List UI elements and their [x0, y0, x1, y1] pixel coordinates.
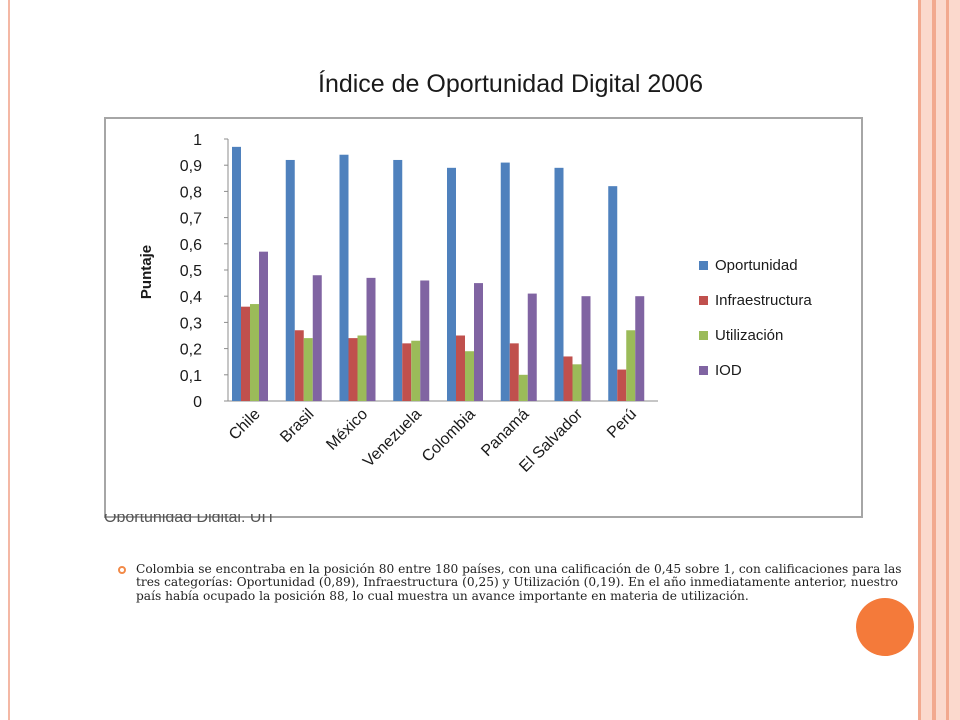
slide-right-frame [918, 0, 960, 720]
chart-title: Índice de Oportunidad Digital 2006 [318, 70, 703, 98]
y-tick-label: 0,1 [180, 368, 202, 385]
legend-label: Oportunidad [715, 257, 798, 274]
bullet-icon [118, 566, 126, 574]
x-category-label: Panamá [478, 406, 532, 460]
body-paragraph: Colombia se encontraba en la posición 80… [136, 562, 902, 603]
chart-container: 0 0,1 0,2 0,3 0,4 0,5 0,6 0,7 0,8 0,9 1 Puntaje Chil… [104, 117, 863, 518]
bar-infraestructura [348, 338, 358, 401]
x-category-label: Perú [604, 406, 640, 442]
legend-label: Infraestructura [715, 292, 812, 309]
bar-iod [527, 293, 537, 401]
legend-label: IOD [715, 362, 742, 379]
x-category-label: Colombia [419, 406, 479, 466]
bar-infraestructura [563, 356, 573, 401]
legend-swatch [699, 331, 708, 340]
bar-iod [474, 283, 483, 401]
y-tick-label: 0,9 [180, 158, 202, 175]
frame-stripe [946, 0, 949, 720]
bar-oportunidad [447, 167, 456, 401]
bar-iod [312, 275, 322, 401]
x-category-label: Chile [226, 406, 264, 444]
bar-chart: 0 0,1 0,2 0,3 0,4 0,5 0,6 0,7 0,8 0,9 1 Puntaje Chil… [138, 132, 812, 476]
bar-utilización [250, 304, 259, 401]
y-tick-label: 0,5 [180, 263, 202, 280]
bar-oportunidad [608, 186, 618, 401]
bar-oportunidad [285, 159, 295, 401]
legend-swatch [699, 296, 708, 305]
bar-oportunidad [393, 159, 403, 401]
bar-utilización [357, 335, 367, 401]
y-tick-label: 0,6 [180, 237, 202, 254]
bar-infraestructura [294, 330, 304, 401]
x-category-label: Brasil [277, 406, 317, 446]
x-category-label: Venezuela [360, 406, 425, 471]
bar-iod [259, 251, 268, 401]
bar-oportunidad [554, 167, 564, 401]
bar-infraestructura [456, 335, 465, 401]
bar-utilización [626, 330, 636, 401]
y-tick-label: 0,7 [180, 211, 202, 228]
y-tick-label: 0,8 [180, 184, 202, 201]
decorative-circle [856, 598, 914, 656]
y-tick-label: 1 [193, 132, 202, 149]
x-category-label: México [323, 406, 371, 454]
bar-utilización [411, 340, 421, 401]
bar-infraestructura [509, 343, 519, 401]
bar-oportunidad [232, 146, 241, 401]
bar-iod [366, 277, 376, 401]
frame-stripe [932, 0, 936, 720]
bar-utilización [518, 374, 528, 401]
chart-source-caption: Oportunidad Digital, UIT [104, 514, 276, 522]
bar-infraestructura [402, 343, 412, 401]
bar-oportunidad [339, 154, 349, 401]
bar-infraestructura [241, 306, 250, 401]
bar-oportunidad [500, 162, 510, 401]
bar-iod [635, 296, 645, 401]
legend-swatch [699, 261, 708, 270]
bar-utilización [572, 364, 582, 401]
bar-iod [581, 296, 591, 401]
frame-stripe [918, 0, 921, 720]
y-tick-label: 0 [193, 394, 202, 411]
slide-left-border [8, 0, 10, 720]
y-tick-label: 0,4 [180, 289, 202, 306]
legend-label: Utilización [715, 327, 783, 344]
y-axis-title: Puntaje [138, 245, 155, 299]
y-tick-label: 0,3 [180, 315, 202, 332]
legend-swatch [699, 366, 708, 375]
bar-utilización [465, 351, 474, 401]
bar-utilización [303, 338, 313, 401]
bar-iod [420, 280, 430, 401]
y-tick-label: 0,2 [180, 342, 202, 359]
bar-infraestructura [617, 369, 627, 401]
